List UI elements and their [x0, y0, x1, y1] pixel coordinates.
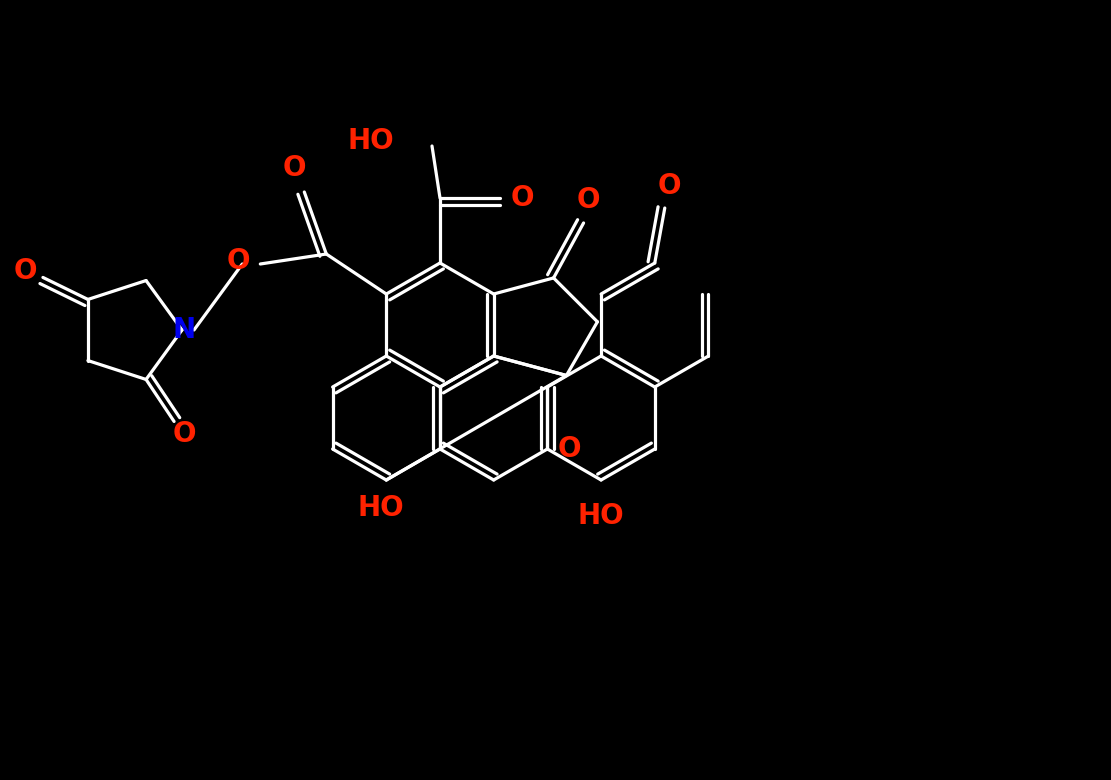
Text: HO: HO — [348, 127, 394, 155]
Text: HO: HO — [358, 494, 404, 522]
Text: O: O — [282, 154, 306, 182]
Text: HO: HO — [578, 502, 624, 530]
Text: O: O — [577, 186, 600, 214]
Text: O: O — [658, 172, 681, 200]
Text: O: O — [13, 257, 37, 285]
Text: O: O — [227, 247, 250, 275]
Text: O: O — [558, 435, 581, 463]
Text: N: N — [172, 316, 196, 344]
Text: O: O — [172, 420, 196, 448]
Text: O: O — [510, 184, 533, 212]
